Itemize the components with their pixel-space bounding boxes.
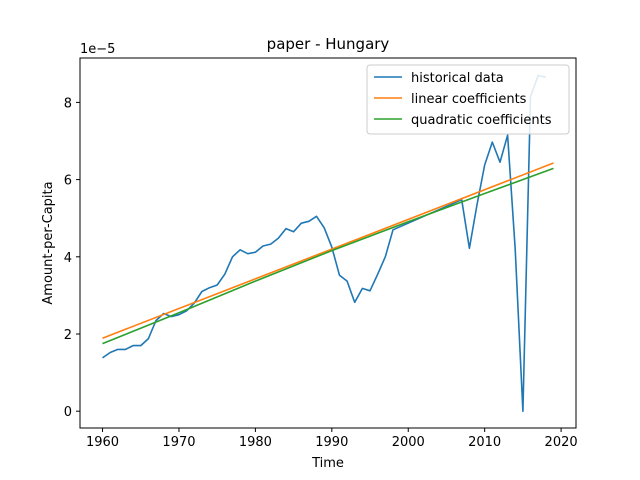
x-tick-label: 2020: [545, 435, 578, 450]
legend-label: linear coefficients: [411, 92, 527, 107]
series-line-historical-data: [102, 74, 546, 413]
y-tick-label: 2: [64, 328, 72, 343]
x-tick-label: 1990: [315, 435, 348, 450]
x-tick-label: 2000: [392, 435, 425, 450]
y-scale-label: 1e−5: [80, 42, 115, 57]
legend-label: quadratic coefficients: [411, 113, 552, 128]
y-tick-label: 8: [64, 96, 72, 111]
y-axis-label: Amount-per-Capita: [41, 181, 56, 304]
series-layer: [102, 74, 554, 413]
y-tick-label: 4: [64, 251, 72, 266]
x-tick-label: 1970: [162, 435, 195, 450]
legend-label: historical data: [411, 71, 504, 86]
legend-box: [366, 64, 570, 135]
legend: historical data linear coefficients quadra…: [366, 64, 570, 135]
x-tick-label: 2010: [468, 435, 501, 450]
chart-title: paper - Hungary: [267, 35, 390, 53]
y-tick-label: 0: [64, 405, 72, 420]
y-tick-label: 6: [64, 174, 72, 189]
series-line-quadratic-coefficients: [102, 167, 554, 345]
x-tick-label: 1980: [239, 435, 272, 450]
x-axis-label: Time: [311, 456, 344, 471]
ticks-layer: 1960 1970 1980 1990 2000 2010 2020 0 2 4 6 8: [64, 96, 578, 450]
plot-frame: [79, 57, 577, 429]
series-line-linear-coefficients: [102, 162, 554, 339]
x-tick-label: 1960: [86, 435, 119, 450]
